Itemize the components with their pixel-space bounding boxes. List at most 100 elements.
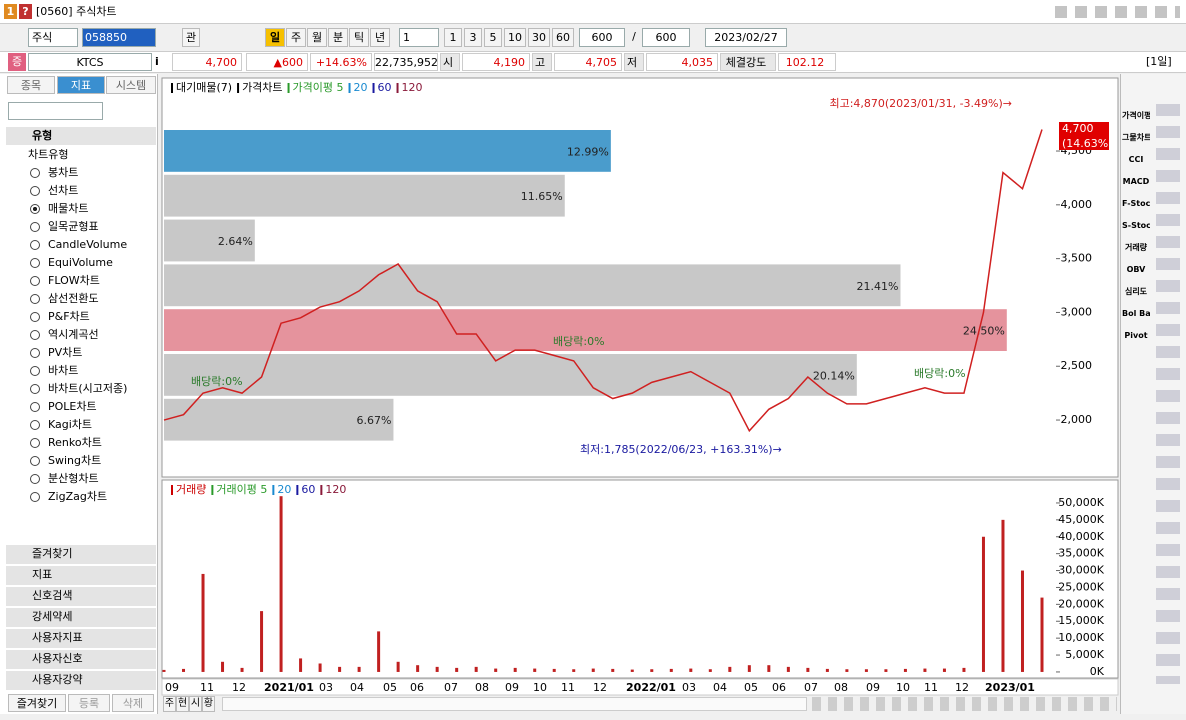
sidebar-tab[interactable]: 종목 [7, 76, 55, 94]
bottom-tab[interactable]: 즐겨찾기 [8, 694, 66, 712]
code-input[interactable]: 058850 [82, 28, 156, 47]
radio[interactable] [30, 402, 40, 412]
indicator-button[interactable]: MACD [1122, 177, 1150, 186]
chart-type-item[interactable]: 바차트(시고저종) [48, 382, 128, 395]
group-header[interactable]: 지표 [6, 566, 156, 585]
group-header[interactable]: 신호검색 [6, 587, 156, 606]
radio[interactable] [30, 438, 40, 448]
sidebar-tab[interactable]: 시스템 [106, 76, 156, 94]
radio[interactable] [30, 276, 40, 286]
indicator-button[interactable]: S-Stoc [1122, 221, 1150, 230]
radio[interactable] [30, 492, 40, 502]
group-header[interactable]: 사용자신호 [6, 650, 156, 669]
indicator-button[interactable]: CCI [1128, 155, 1144, 164]
chart-type-item[interactable]: CandleVolume [48, 238, 128, 251]
radio[interactable] [30, 294, 40, 304]
indicator-button[interactable]: F-Stoc [1122, 199, 1150, 208]
legend-item: 거래량 [176, 483, 206, 496]
indicator-button[interactable]: OBV [1126, 265, 1146, 274]
chart-tab[interactable]: 주 [163, 696, 176, 712]
max-count[interactable]: 600 [642, 28, 690, 47]
radio[interactable] [30, 384, 40, 394]
chart-type-item[interactable]: POLE차트 [48, 400, 97, 413]
search-input[interactable] [8, 102, 103, 120]
chart-type-item[interactable]: EquiVolume [48, 256, 113, 269]
indicator-button[interactable]: Bol Band [1122, 309, 1150, 318]
chart-type-item[interactable]: Kagi차트 [48, 418, 93, 431]
interval-button[interactable]: 60 [552, 28, 574, 47]
scrollbar[interactable] [222, 697, 807, 711]
chart-type-item[interactable]: 매물차트 [48, 202, 89, 215]
radio[interactable] [30, 222, 40, 232]
separator: / [632, 30, 636, 43]
market-select[interactable]: 주식 [28, 28, 78, 47]
indicator-button[interactable]: 거래량 [1124, 243, 1148, 252]
group-header[interactable]: 사용자강약 [6, 671, 156, 690]
interval-select[interactable]: 1 [399, 28, 439, 47]
radio[interactable] [30, 348, 40, 358]
radio[interactable] [30, 330, 40, 340]
group-header[interactable]: 사용자지표 [6, 629, 156, 648]
radio[interactable] [30, 204, 40, 214]
chart-type-item[interactable]: 역시계곡선 [48, 328, 99, 341]
chart-type-item[interactable]: 봉차트 [48, 166, 79, 179]
chart-type-item[interactable]: P&F차트 [48, 310, 90, 323]
period-button[interactable]: 일 [265, 28, 285, 47]
bottom-tab[interactable]: 등록 [68, 694, 110, 712]
volume-bar [962, 667, 966, 672]
chart-type-item[interactable]: Renko차트 [48, 436, 102, 449]
volume-bar [572, 669, 576, 672]
radio[interactable] [30, 456, 40, 466]
radio[interactable] [30, 168, 40, 178]
indicator-button[interactable]: 심리도 [1124, 287, 1148, 296]
interval-button[interactable]: 30 [528, 28, 550, 47]
legend-swatch [171, 83, 173, 93]
radio[interactable] [30, 258, 40, 268]
volume-bar [338, 666, 342, 672]
interval-button[interactable]: 10 [504, 28, 526, 47]
radio[interactable] [30, 312, 40, 322]
radio[interactable] [30, 366, 40, 376]
volume-profile-bar [164, 398, 394, 441]
date-select[interactable]: 2023/02/27 [705, 28, 787, 47]
interval-button[interactable]: 5 [484, 28, 502, 47]
indicator-button[interactable]: Pivot [1124, 331, 1148, 340]
chart-type-item[interactable]: 일목균형표 [48, 220, 99, 233]
interval-button[interactable]: 1 [444, 28, 462, 47]
count-input[interactable]: 600 [579, 28, 625, 47]
chart-type-item[interactable]: 삼선전환도 [48, 292, 99, 305]
period-button[interactable]: 주 [286, 28, 306, 47]
chart-tab[interactable]: 황 [202, 696, 215, 712]
button[interactable]: 관 [182, 28, 200, 47]
chart-type-item[interactable]: 선차트 [48, 184, 79, 197]
chart-type-item[interactable]: PV차트 [48, 346, 83, 359]
x-tick-label: 11 [561, 681, 575, 694]
radio[interactable] [30, 420, 40, 430]
bottom-tab[interactable]: 삭제 [112, 694, 154, 712]
indicator-button[interactable]: 그물차트 [1122, 133, 1150, 142]
indicator-button[interactable]: 가격이평 [1122, 111, 1150, 120]
sidebar-tab[interactable]: 지표 [57, 76, 105, 94]
chart-type-item[interactable]: 분산형차트 [48, 472, 99, 485]
chart-type-item[interactable]: ZigZag차트 [48, 490, 108, 503]
period-button[interactable]: 년 [370, 28, 390, 47]
radio[interactable] [30, 240, 40, 250]
group-header[interactable]: 강세약세 [6, 608, 156, 627]
chart-tab[interactable]: 현 [176, 696, 189, 712]
period-button[interactable]: 분 [328, 28, 348, 47]
chart-controls[interactable] [812, 697, 1117, 711]
period-label: [1일] [1146, 55, 1172, 68]
period-button[interactable]: 월 [307, 28, 327, 47]
x-tick-label: 03 [682, 681, 696, 694]
interval-button[interactable]: 3 [464, 28, 482, 47]
chart-tab[interactable]: 시 [189, 696, 202, 712]
chart-type-item[interactable]: FLOW차트 [48, 274, 100, 287]
radio[interactable] [30, 474, 40, 484]
period-button[interactable]: 틱 [349, 28, 369, 47]
chart-type-item[interactable]: 바차트 [48, 364, 79, 377]
group-header[interactable]: 즐겨찾기 [6, 545, 156, 564]
radio[interactable] [30, 186, 40, 196]
chart-type-item[interactable]: Swing차트 [48, 454, 102, 467]
volume-profile-bar [164, 219, 255, 262]
